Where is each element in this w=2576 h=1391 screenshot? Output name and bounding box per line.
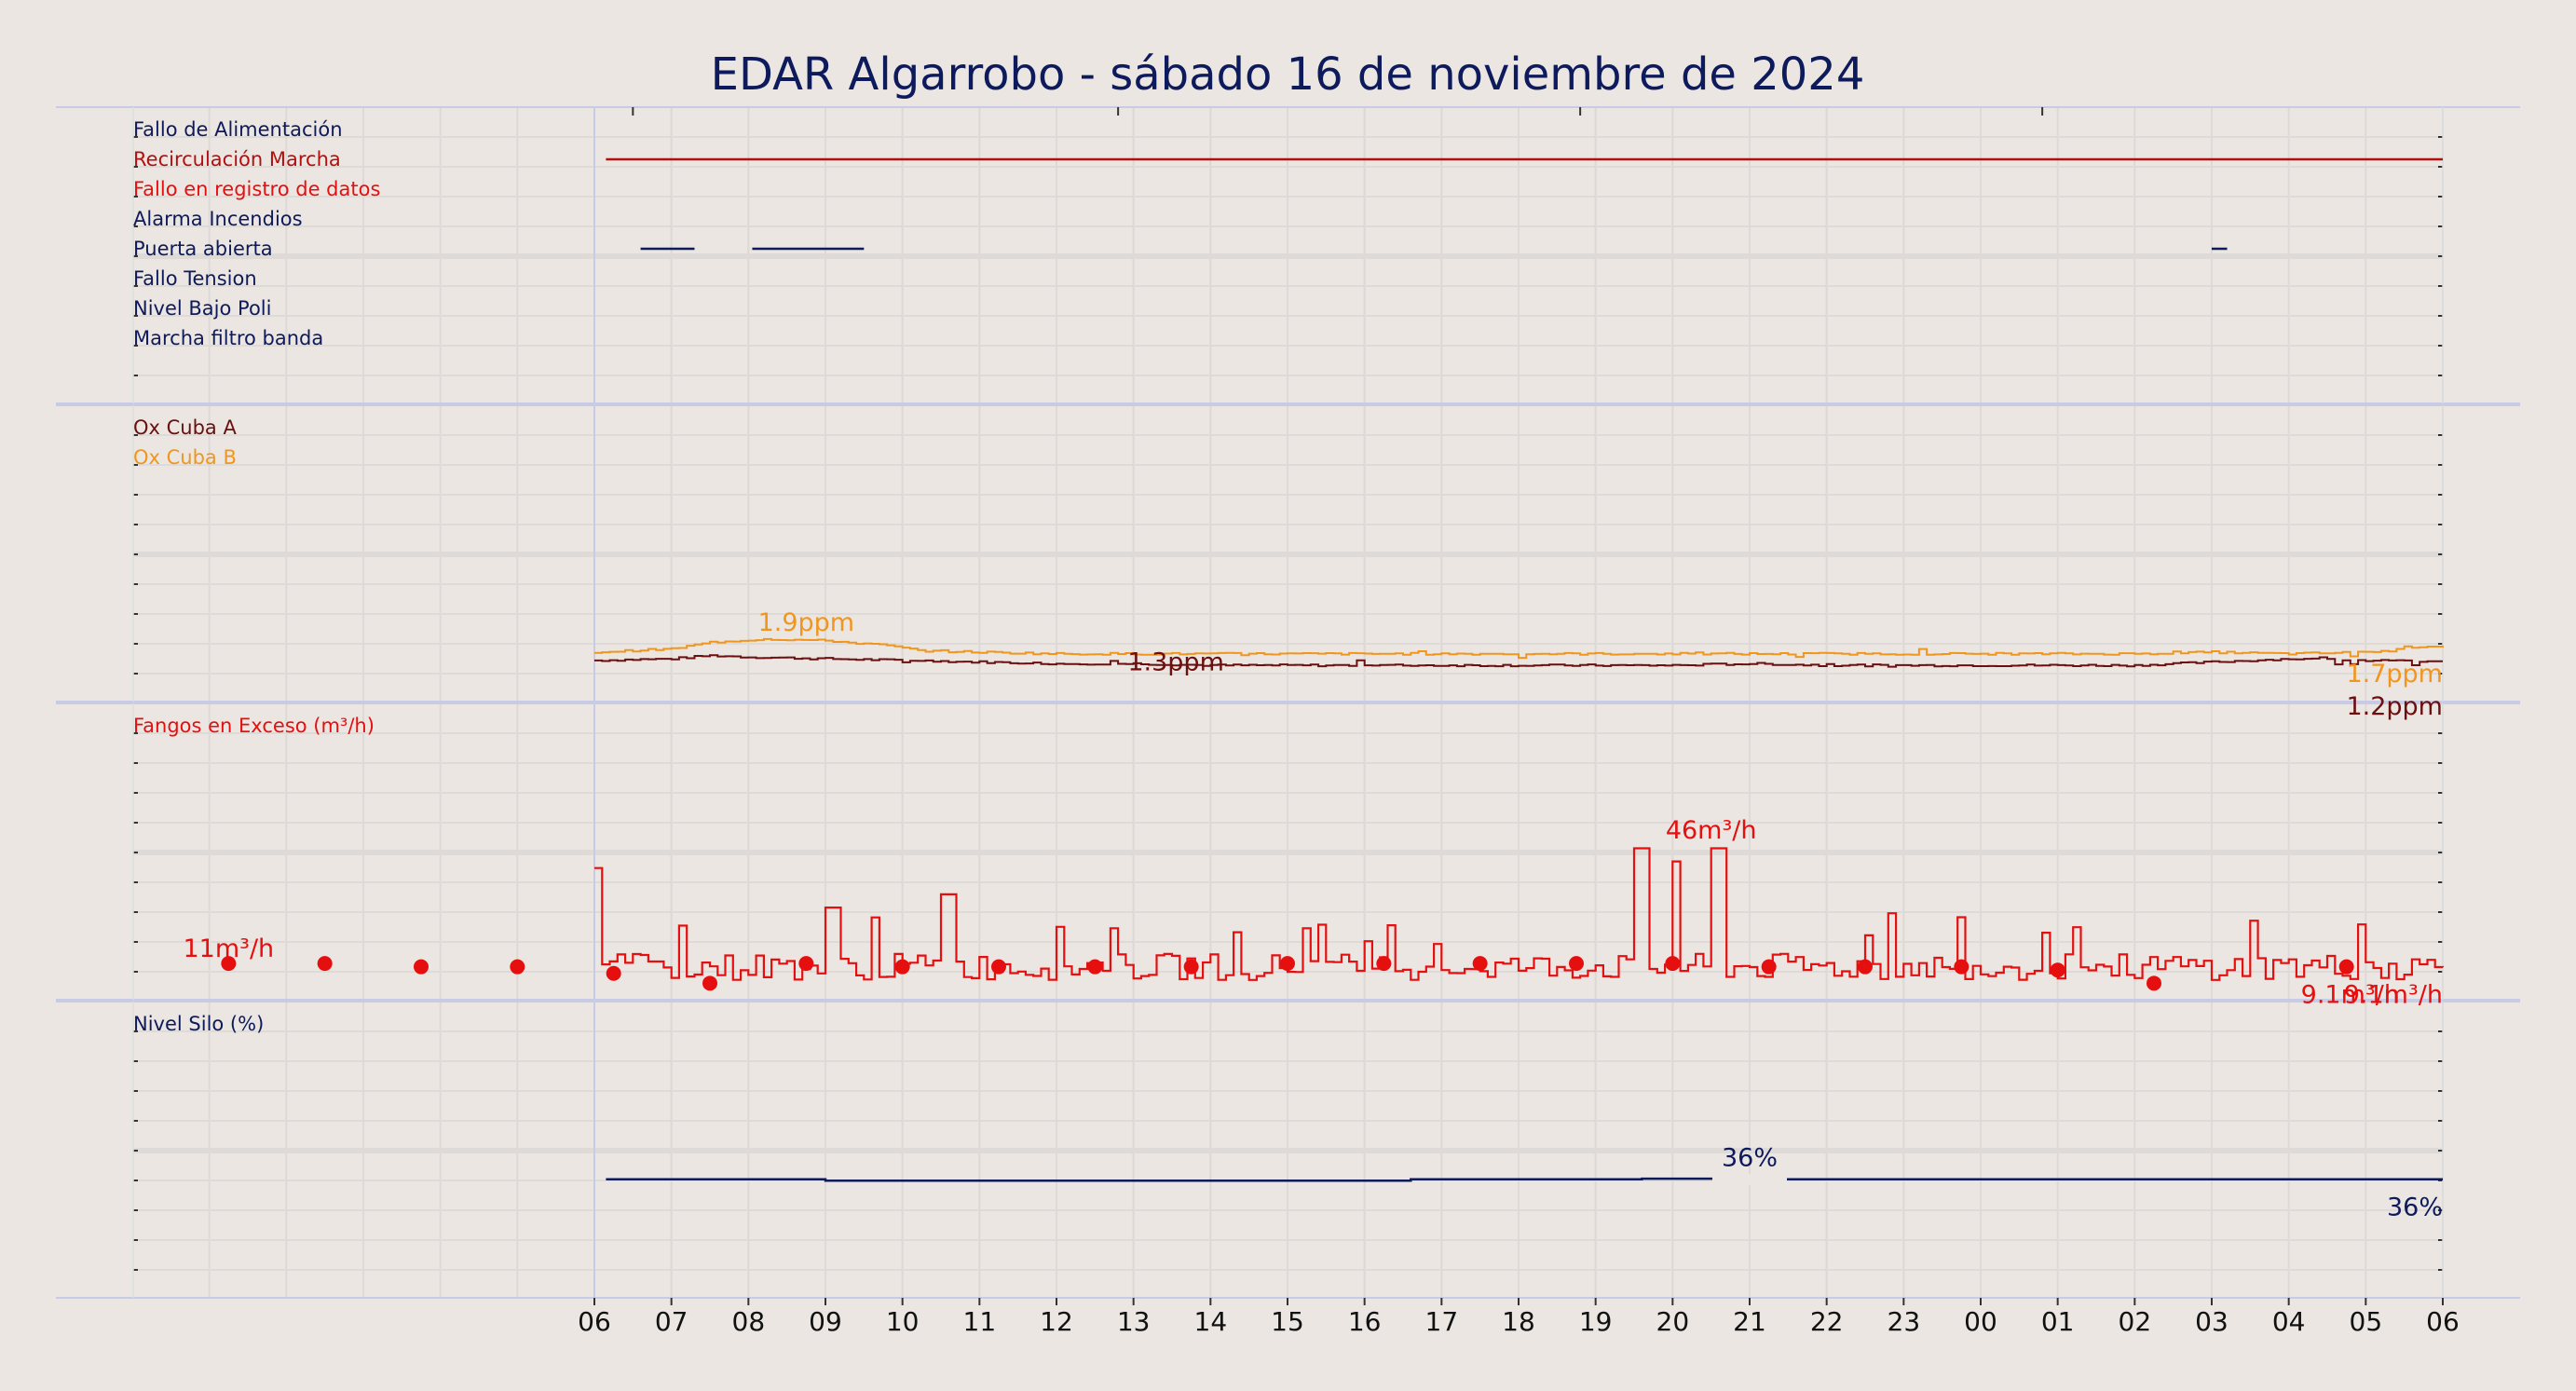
data-label: 11m³/h: [183, 934, 274, 963]
panel-label: Fallo de Alimentación: [133, 118, 343, 141]
panel-label: Fallo en registro de datos: [133, 178, 380, 200]
daily-point: [1376, 956, 1392, 972]
daily-point: [1954, 959, 1969, 975]
chart-title: EDAR Algarrobo - sábado 16 de noviembre …: [711, 48, 1865, 101]
x-tick-label: 17: [1425, 1306, 1459, 1337]
daily-point: [2050, 962, 2065, 978]
x-axis: 06 07 08 09 10 11 12 13 14 15 16 17 18 19 20 21 22 23 00 01…: [578, 1298, 2460, 1337]
x-tick-label: 08: [732, 1306, 766, 1337]
data-label: 36%: [1722, 1144, 1778, 1173]
label-gap: [1712, 1173, 1787, 1185]
daily-point: [1087, 959, 1103, 975]
x-tick-label: 06: [578, 1306, 611, 1337]
daily-point: [606, 965, 621, 981]
data-label: 1.7ppm: [2346, 660, 2443, 689]
panel-label: Marcha filtro banda: [133, 327, 323, 349]
daily-point: [798, 956, 814, 972]
data-label: 1.2ppm: [2346, 692, 2443, 721]
x-tick-label: 03: [2195, 1306, 2228, 1337]
data-label: 9.1m³/h: [2344, 981, 2443, 1010]
panel-label: Fangos en Exceso (m³/h): [133, 715, 375, 737]
x-tick-label: 16: [1348, 1306, 1382, 1337]
daily-point: [221, 956, 237, 972]
x-tick-label: 00: [1964, 1306, 1997, 1337]
data-layer: 1.9ppm 1.3ppm 1.7ppm 1.2ppm 11m³/h 46m³/h 9.1m…: [183, 157, 2445, 1222]
daily-point: [414, 959, 429, 975]
data-label: 36%: [2387, 1193, 2443, 1222]
daily-point: [894, 959, 910, 975]
panel-label: Alarma Incendios: [133, 208, 303, 230]
daily-point: [991, 959, 1006, 975]
x-tick-label: 21: [1733, 1306, 1766, 1337]
x-tick-label: 14: [1194, 1306, 1228, 1337]
daily-point: [2147, 975, 2161, 991]
daily-point: [1665, 956, 1681, 972]
x-tick-label: 13: [1117, 1306, 1151, 1337]
x-tick-label: 01: [2041, 1306, 2075, 1337]
x-tick-label: 04: [2272, 1306, 2306, 1337]
x-tick-label: 15: [1271, 1306, 1304, 1337]
daily-point: [1858, 959, 1873, 975]
x-tick-label: 02: [2119, 1306, 2152, 1337]
x-tick-label: 10: [886, 1306, 920, 1337]
daily-point: [510, 959, 525, 975]
x-tick-label: 11: [963, 1306, 997, 1337]
daily-point: [1183, 959, 1199, 975]
x-tick-label: 06: [2426, 1306, 2460, 1337]
series-line: [594, 654, 2443, 668]
daily-point: [1761, 959, 1777, 975]
data-label: 9.1m³/h: [2301, 981, 2400, 1010]
data-label: 1.3ppm: [1127, 648, 1224, 676]
data-label: 1.9ppm: [758, 608, 855, 637]
x-tick-label: 19: [1579, 1306, 1613, 1337]
daily-point: [317, 956, 333, 972]
panel-label: Nivel Silo (%): [133, 1013, 264, 1035]
x-tick-label: 22: [1810, 1306, 1844, 1337]
x-tick-label: 05: [2350, 1306, 2383, 1337]
panel-label: Ox Cuba A: [133, 416, 237, 439]
panel-label: Ox Cuba B: [133, 446, 237, 469]
x-tick-label: 07: [655, 1306, 688, 1337]
label-layer: Fallo de Alimentación Recirculación March…: [133, 118, 380, 1035]
panel-label: Nivel Bajo Poli: [133, 297, 271, 320]
daily-point: [1472, 956, 1488, 972]
series-line: [594, 847, 2445, 981]
x-tick-label: 12: [1040, 1306, 1073, 1337]
panel-label: Fallo Tension: [133, 267, 257, 290]
panel-label: Recirculación Marcha: [133, 148, 341, 170]
x-tick-label: 23: [1888, 1306, 1921, 1337]
daily-point: [2338, 959, 2354, 975]
data-label: 46m³/h: [1666, 816, 1757, 845]
daily-point: [702, 975, 717, 991]
panel-label: Puerta abierta: [133, 238, 273, 260]
daily-point: [1280, 956, 1295, 972]
daily-point: [1569, 956, 1584, 972]
x-tick-label: 18: [1502, 1306, 1535, 1337]
x-tick-label: 20: [1656, 1306, 1690, 1337]
x-tick-label: 09: [809, 1306, 842, 1337]
series-line: [594, 637, 2444, 660]
